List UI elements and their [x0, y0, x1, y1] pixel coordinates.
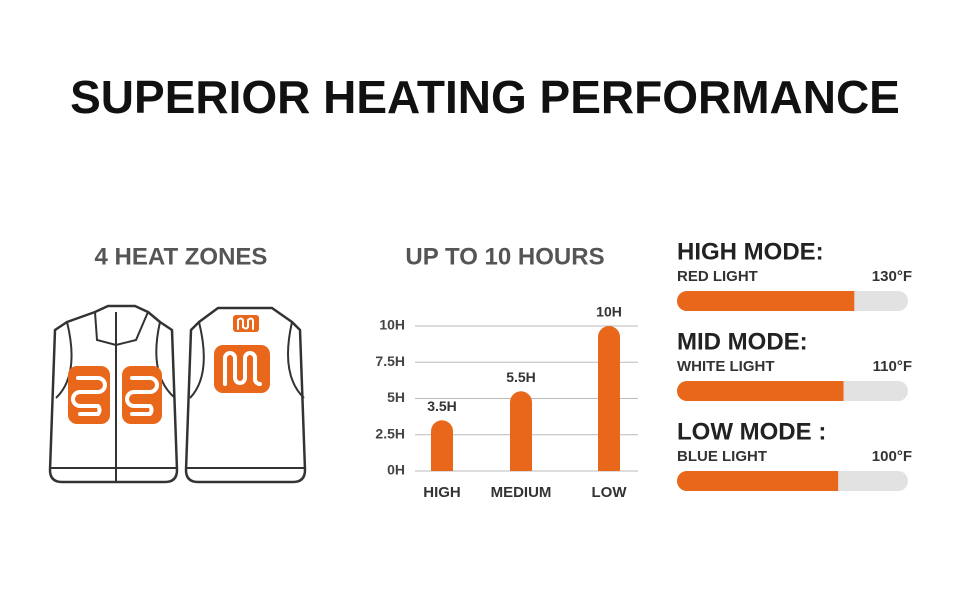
y-tick-label: 7.5H	[375, 353, 405, 369]
progress-bar	[677, 381, 844, 401]
mode-light: RED LIGHT	[677, 268, 758, 285]
page-title: SUPERIOR HEATING PERFORMANCE	[70, 71, 900, 123]
mode-temp: 100°F	[872, 448, 912, 465]
mode-title: MID MODE:	[677, 328, 808, 355]
progress-bar	[677, 471, 839, 491]
zones-title: 4 HEAT ZONES	[95, 243, 268, 270]
y-tick-label: 2.5H	[375, 425, 405, 441]
vest-front	[48, 304, 179, 484]
mode-temp: 110°F	[873, 358, 912, 375]
mode-temp: 130°F	[872, 268, 912, 285]
value-label: 3.5H	[427, 398, 457, 414]
value-label: 10H	[596, 304, 622, 320]
chart-title: UP TO 10 HOURS	[405, 243, 604, 270]
vest-back	[184, 306, 307, 484]
x-tick-label: MEDIUM	[491, 484, 552, 501]
y-tick-label: 5H	[387, 389, 405, 405]
y-tick-label: 10H	[379, 317, 405, 333]
mode-light: WHITE LIGHT	[677, 358, 775, 375]
x-tick-label: LOW	[592, 484, 628, 501]
bar	[431, 420, 453, 471]
progress-bar	[677, 291, 855, 311]
x-tick-label: HIGH	[423, 484, 461, 501]
mode-title: LOW MODE :	[677, 418, 826, 445]
value-label: 5.5H	[506, 369, 536, 385]
y-tick-label: 0H	[387, 462, 405, 478]
bar	[598, 326, 620, 471]
mode-light: BLUE LIGHT	[677, 448, 767, 465]
mode-title: HIGH MODE:	[677, 238, 824, 265]
bar	[510, 391, 532, 471]
